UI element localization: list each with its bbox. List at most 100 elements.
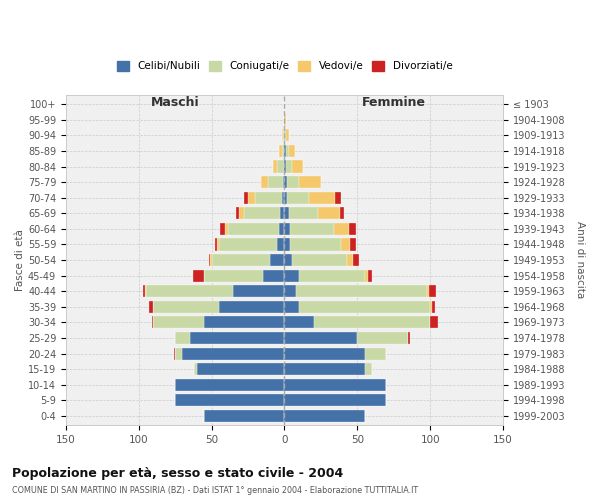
Bar bbox=[205, 270, 263, 281]
Bar bbox=[284, 363, 365, 375]
Bar bbox=[261, 176, 268, 188]
Bar bbox=[227, 223, 278, 235]
Bar bbox=[270, 254, 284, 266]
Bar bbox=[431, 300, 434, 313]
Bar bbox=[212, 254, 270, 266]
Bar bbox=[358, 332, 409, 344]
Bar bbox=[278, 223, 284, 235]
Bar bbox=[194, 363, 197, 375]
Bar bbox=[296, 285, 427, 298]
Bar bbox=[256, 192, 281, 204]
Bar bbox=[280, 207, 284, 220]
Bar bbox=[289, 207, 318, 220]
Bar bbox=[284, 145, 286, 157]
Bar bbox=[365, 270, 368, 281]
Bar bbox=[175, 394, 284, 406]
Bar bbox=[284, 285, 296, 298]
Bar bbox=[215, 238, 217, 250]
Bar bbox=[350, 238, 356, 250]
Bar bbox=[284, 238, 290, 250]
Bar bbox=[368, 270, 372, 281]
Bar bbox=[335, 192, 341, 204]
Bar bbox=[284, 300, 299, 313]
Text: COMUNE DI SAN MARTINO IN PASSIRIA (BZ) - Dati ISTAT 1° gennaio 2004 - Elaborazio: COMUNE DI SAN MARTINO IN PASSIRIA (BZ) -… bbox=[12, 486, 418, 495]
Bar bbox=[220, 223, 225, 235]
Bar bbox=[290, 238, 341, 250]
Bar bbox=[284, 130, 286, 141]
Bar bbox=[347, 254, 353, 266]
Bar bbox=[353, 254, 359, 266]
Bar bbox=[284, 410, 365, 422]
Bar bbox=[290, 223, 334, 235]
Bar bbox=[284, 270, 299, 281]
Bar bbox=[299, 300, 430, 313]
Bar bbox=[225, 223, 227, 235]
Bar bbox=[284, 332, 358, 344]
Bar bbox=[430, 300, 431, 313]
Bar bbox=[152, 316, 154, 328]
Bar bbox=[209, 254, 210, 266]
Bar bbox=[283, 130, 284, 141]
Bar bbox=[175, 332, 190, 344]
Bar bbox=[427, 285, 429, 298]
Bar bbox=[174, 348, 175, 360]
Bar bbox=[284, 160, 286, 172]
Bar bbox=[281, 192, 284, 204]
Bar bbox=[219, 238, 277, 250]
Bar bbox=[143, 285, 145, 298]
Bar bbox=[244, 192, 248, 204]
Bar bbox=[292, 254, 347, 266]
Bar bbox=[149, 300, 154, 313]
Bar bbox=[268, 176, 283, 188]
Bar bbox=[409, 332, 410, 344]
Bar bbox=[287, 192, 309, 204]
Bar bbox=[145, 285, 146, 298]
Bar bbox=[277, 238, 284, 250]
Bar bbox=[284, 348, 365, 360]
Y-axis label: Anni di nascita: Anni di nascita bbox=[575, 222, 585, 298]
Bar bbox=[299, 176, 321, 188]
Bar bbox=[175, 348, 182, 360]
Bar bbox=[210, 254, 212, 266]
Bar bbox=[365, 363, 372, 375]
Bar bbox=[284, 316, 314, 328]
Bar bbox=[146, 285, 233, 298]
Bar bbox=[236, 207, 239, 220]
Bar bbox=[244, 207, 280, 220]
Bar bbox=[217, 238, 219, 250]
Bar bbox=[284, 114, 286, 126]
Bar bbox=[277, 160, 284, 172]
Bar bbox=[287, 176, 299, 188]
Bar bbox=[175, 378, 284, 391]
Text: Femmine: Femmine bbox=[362, 96, 426, 110]
Bar bbox=[284, 378, 386, 391]
Bar bbox=[429, 285, 436, 298]
Text: Maschi: Maschi bbox=[151, 96, 199, 110]
Bar bbox=[278, 145, 281, 157]
Bar bbox=[340, 207, 344, 220]
Bar bbox=[205, 410, 284, 422]
Bar bbox=[248, 192, 256, 204]
Bar bbox=[341, 238, 350, 250]
Bar bbox=[365, 348, 386, 360]
Bar bbox=[263, 270, 284, 281]
Bar bbox=[289, 145, 295, 157]
Bar bbox=[349, 223, 356, 235]
Bar bbox=[233, 285, 284, 298]
Bar bbox=[193, 270, 205, 281]
Bar bbox=[286, 130, 289, 141]
Bar bbox=[299, 270, 365, 281]
Bar bbox=[292, 160, 304, 172]
Bar bbox=[430, 316, 437, 328]
Bar bbox=[273, 160, 277, 172]
Bar bbox=[284, 254, 292, 266]
Bar bbox=[154, 316, 205, 328]
Bar bbox=[283, 176, 284, 188]
Bar bbox=[182, 348, 284, 360]
Bar bbox=[284, 394, 386, 406]
Y-axis label: Fasce di età: Fasce di età bbox=[15, 229, 25, 291]
Legend: Celibi/Nubili, Coniugati/e, Vedovi/e, Divorziati/e: Celibi/Nubili, Coniugati/e, Vedovi/e, Di… bbox=[112, 57, 457, 76]
Bar bbox=[205, 316, 284, 328]
Bar bbox=[239, 207, 244, 220]
Bar bbox=[309, 192, 335, 204]
